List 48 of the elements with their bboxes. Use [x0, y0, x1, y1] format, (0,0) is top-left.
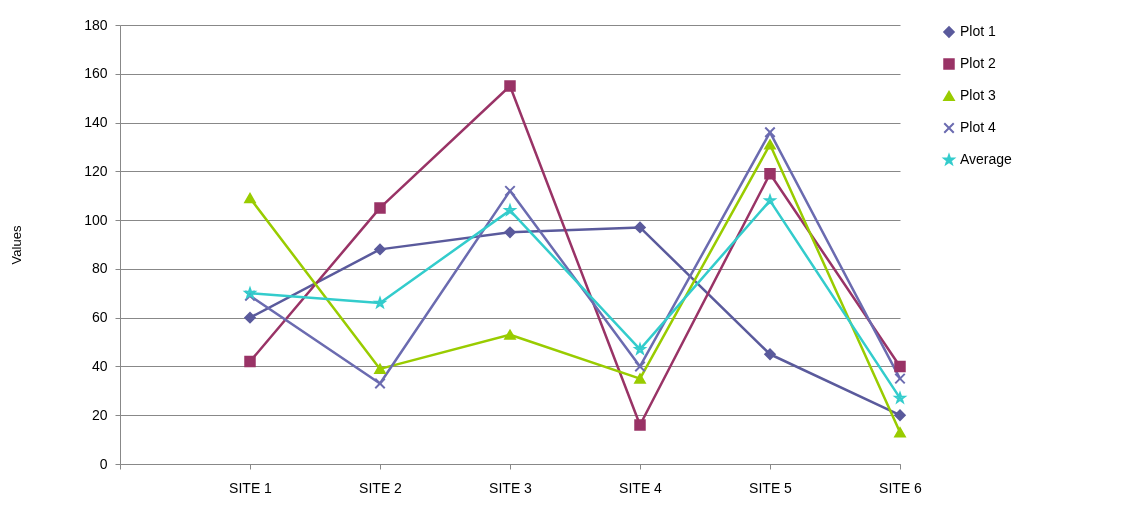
legend-label: Average	[960, 151, 1013, 167]
y-tick-label: 80	[91, 260, 108, 277]
point	[242, 285, 258, 300]
y-tick-label: 100	[84, 211, 108, 228]
y-tick-label: 40	[91, 357, 108, 374]
point	[374, 363, 386, 374]
x-tick-label: SITE 2	[359, 479, 403, 496]
legend-label: Plot 4	[960, 119, 997, 135]
x-tick-label: SITE 4	[619, 479, 663, 496]
legend-label: Plot 3	[960, 87, 997, 103]
point	[634, 221, 646, 234]
y-tick-label: 120	[84, 162, 108, 179]
point	[894, 427, 906, 438]
point	[764, 348, 776, 360]
point	[764, 139, 776, 150]
legend-label: Plot 2	[960, 55, 997, 71]
point	[764, 126, 776, 139]
point	[634, 373, 646, 384]
y-tick-label: 20	[91, 406, 108, 423]
x-tick-label: SITE 1	[229, 479, 273, 496]
y-tick-label: 140	[84, 114, 108, 131]
legend-label: Plot 1	[960, 23, 997, 39]
x-tick-label: SITE 6	[879, 479, 923, 496]
y-axis-title: Values	[9, 225, 25, 265]
point	[894, 360, 906, 373]
point	[504, 226, 516, 239]
y-tick-label: 60	[91, 309, 108, 326]
point	[634, 360, 646, 373]
point	[632, 341, 648, 356]
point	[894, 409, 906, 421]
y-tick-label: 180	[84, 16, 108, 33]
point	[634, 419, 646, 431]
point	[504, 185, 516, 197]
point	[504, 80, 516, 92]
x-tick-label: SITE 5	[749, 479, 793, 496]
point	[504, 329, 516, 340]
point	[244, 193, 256, 204]
point	[244, 355, 256, 368]
point	[764, 168, 776, 180]
point	[374, 243, 386, 256]
point	[374, 377, 386, 390]
x-tick-label: SITE 3	[489, 479, 533, 496]
y-tick-label: 160	[84, 65, 108, 82]
point	[502, 202, 518, 217]
point	[894, 372, 906, 385]
point	[244, 311, 256, 324]
y-tick-label: 0	[99, 455, 108, 472]
point	[374, 202, 386, 214]
